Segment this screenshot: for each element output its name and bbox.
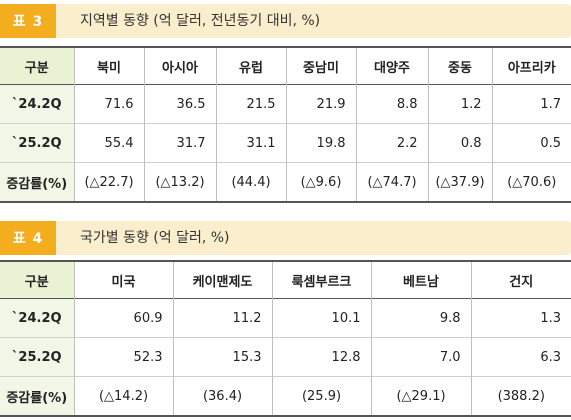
table-cell: 31.1 [215,123,286,163]
table4-header-row: 구분 미국 케이맨제도 룩셈부르크 베트남 건지 [0,261,571,299]
table-cell: 12.8 [271,337,371,377]
table3-col-header: 아프리카 [491,47,571,85]
table3-header-row: 구분 북미 아시아 유럽 중남미 대양주 중동 아프리카 [0,47,571,85]
table-row: 증감률(%) (△14.2) (36.4) (25.9) (△29.1) (38… [0,376,571,416]
table4-col-header: 건지 [470,261,571,299]
row-label: `25.2Q [0,123,74,163]
table3-badge: 표 3 [0,4,56,38]
row-label: `24.2Q [0,298,74,338]
table3-header: 표 3 지역별 동향 (억 달러, 전년동기 대비, %) [0,4,571,38]
table4-col-header: 케이맨제도 [172,261,272,299]
table3-col-header: 아시아 [143,47,216,85]
table-cell: 1.7 [491,84,571,124]
table-cell: 60.9 [73,298,173,338]
table-row: `25.2Q 55.4 31.7 31.1 19.8 2.2 0.8 0.5 [0,123,571,163]
table4-col-header: 구분 [0,261,74,299]
table-cell: 11.2 [172,298,272,338]
table-cell: 7.0 [370,337,471,377]
table-cell: 19.8 [285,123,356,163]
table-cell: 0.5 [491,123,571,163]
table-cell: 31.7 [143,123,216,163]
change-cell: (44.4) [215,162,286,202]
change-cell: (△9.6) [285,162,356,202]
table-cell: 1.2 [427,84,492,124]
row-label: `25.2Q [0,337,74,377]
table3-col-header: 북미 [73,47,144,85]
table-row: `25.2Q 52.3 15.3 12.8 7.0 6.3 [0,337,571,377]
table-cell: 10.1 [271,298,371,338]
table3-col-header: 중남미 [285,47,356,85]
table3-col-header: 유럽 [215,47,286,85]
change-cell: (△14.2) [73,376,173,416]
table-row: `24.2Q 60.9 11.2 10.1 9.8 1.3 [0,298,571,338]
row-label: `24.2Q [0,84,74,124]
table4-header: 표 4 국가별 동향 (억 달러, %) [0,221,571,255]
table-cell: 1.3 [470,298,571,338]
table-cell: 21.9 [285,84,356,124]
change-cell: (36.4) [172,376,272,416]
table3-col-header: 대양주 [355,47,428,85]
table4-badge: 표 4 [0,221,56,255]
table-cell: 8.8 [355,84,428,124]
table3-title: 지역별 동향 (억 달러, 전년동기 대비, %) [80,13,321,29]
table4-col-header: 미국 [73,261,173,299]
change-cell: (△74.7) [355,162,428,202]
table-cell: 15.3 [172,337,272,377]
table3-col-header: 중동 [427,47,492,85]
table-cell: 9.8 [370,298,471,338]
table-row: 증감률(%) (△22.7) (△13.2) (44.4) (△9.6) (△7… [0,162,571,202]
table4-title: 국가별 동향 (억 달러, %) [80,230,230,246]
table3: 구분 북미 아시아 유럽 중남미 대양주 중동 아프리카 `24.2Q 71.6… [0,46,571,203]
change-cell: (△22.7) [73,162,144,202]
change-cell: (△13.2) [143,162,216,202]
table-cell: 21.5 [215,84,286,124]
table4: 구분 미국 케이맨제도 룩셈부르크 베트남 건지 `24.2Q 60.9 11.… [0,260,571,417]
table-cell: 2.2 [355,123,428,163]
table-cell: 71.6 [73,84,144,124]
table-cell: 52.3 [73,337,173,377]
table-cell: 6.3 [470,337,571,377]
table-cell: 0.8 [427,123,492,163]
row-label: 증감률(%) [0,162,74,202]
change-cell: (△70.6) [491,162,571,202]
row-label: 증감률(%) [0,376,74,416]
table-cell: 55.4 [73,123,144,163]
table-row: `24.2Q 71.6 36.5 21.5 21.9 8.8 1.2 1.7 [0,84,571,124]
change-cell: (△29.1) [370,376,471,416]
table-cell: 36.5 [143,84,216,124]
table3-col-header: 구분 [0,47,74,85]
change-cell: (25.9) [271,376,371,416]
table4-col-header: 베트남 [370,261,471,299]
table4-col-header: 룩셈부르크 [271,261,371,299]
change-cell: (△37.9) [427,162,492,202]
change-cell: (388.2) [470,376,571,416]
